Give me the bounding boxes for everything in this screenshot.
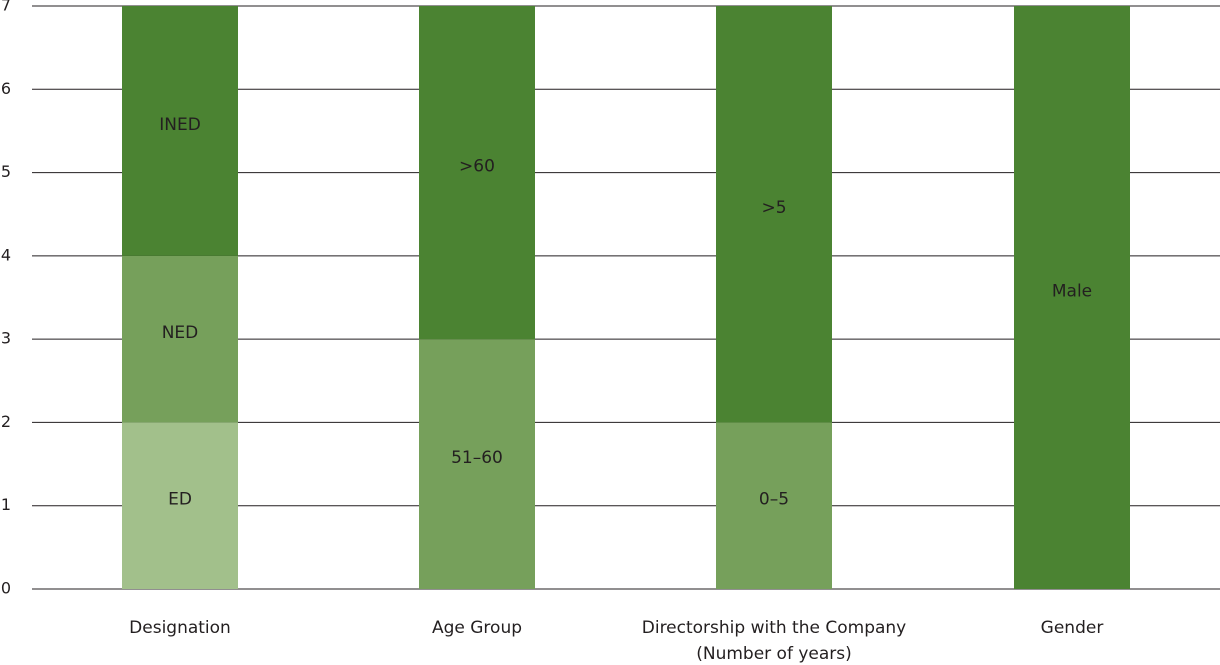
bars (122, 6, 1130, 589)
segment-label-0-2: INED (159, 115, 201, 135)
segment-label-0-1: NED (162, 323, 199, 343)
bar-segment-1-0 (419, 339, 535, 589)
y-tick-label-0: 0 (1, 579, 11, 598)
segment-label-2-1: >5 (761, 198, 786, 218)
segment-label-0-0: ED (168, 490, 192, 510)
y-tick-label-2: 2 (1, 412, 11, 431)
bar-segment-2-0 (716, 422, 832, 589)
category-label-2-line1: (Number of years) (696, 644, 852, 664)
bar-segment-0-1 (122, 255, 238, 423)
y-tick-label-6: 6 (1, 79, 11, 98)
segment-label-2-0: 0–5 (759, 490, 789, 510)
y-tick-label-3: 3 (1, 329, 11, 348)
y-tick-label-4: 4 (1, 245, 11, 264)
bar-segment-1-1 (419, 6, 535, 340)
category-label-2: Directorship with the Company (642, 618, 907, 638)
y-tick-label-5: 5 (1, 162, 11, 181)
bar-segment-0-2 (122, 6, 238, 256)
bar-segment-3-0 (1014, 6, 1130, 589)
segment-label-3-0: Male (1052, 282, 1092, 302)
category-label-1: Age Group (432, 618, 522, 638)
segment-labels: ED NED INED 51–60 >60 0–5 >5 Male (159, 115, 1092, 510)
bar-segment-0-0 (122, 422, 238, 589)
y-tick-label-7: 7 (1, 0, 11, 15)
segment-label-1-0: 51–60 (451, 448, 503, 468)
bar-segment-2-1 (716, 6, 832, 423)
category-label-3: Gender (1041, 618, 1104, 638)
y-tick-label-1: 1 (1, 495, 11, 514)
segment-label-1-1: >60 (459, 157, 495, 177)
y-axis-tick-labels: 0 1 2 3 4 5 6 7 (1, 0, 11, 598)
category-labels: Designation Age Group Directorship with th… (129, 618, 1103, 664)
category-label-0: Designation (129, 618, 231, 638)
